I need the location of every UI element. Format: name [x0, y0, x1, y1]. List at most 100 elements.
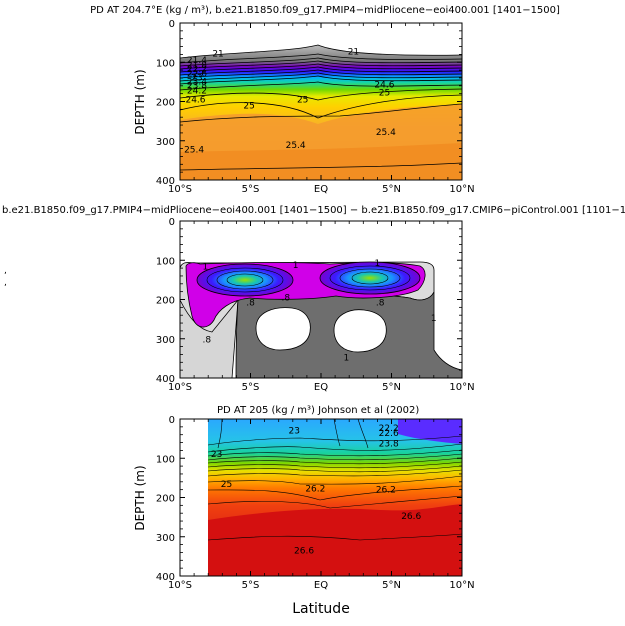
panel-2-xticks: 10°S 5°S EQ 5°N 10°N: [168, 221, 475, 393]
x-tick-label: 10°S: [168, 184, 192, 195]
x-tick-label: 5°N: [382, 382, 401, 393]
panel-2-lightgray-region: [179, 298, 239, 379]
contour-label: 25: [297, 96, 308, 106]
x-tick-label: 10°S: [168, 580, 192, 591]
left-edge-mark: ,: [4, 266, 7, 276]
contour-label: 25.4: [376, 128, 396, 138]
contour-label: 22.2: [379, 424, 399, 434]
contour-label: 1: [344, 353, 350, 363]
panel-1-contour-labels: 21 2121.421.822.222.62323.423.824.224.625…: [184, 47, 396, 156]
panel-2-eddy-ellipse-right: [333, 309, 387, 353]
y-tick-label: 0: [169, 19, 175, 30]
y-tick-label: 0: [169, 415, 175, 426]
y-tick-label: 400: [156, 176, 175, 187]
contour-label: 26.6: [401, 512, 421, 522]
panel-2-core-left: [196, 263, 294, 297]
contour-label: 24.6: [185, 96, 205, 106]
y-tick-label: 200: [156, 494, 175, 505]
panel-1-xticks: 10°S 5°S EQ 5°N 10°N: [168, 23, 475, 195]
contour-label: 23: [191, 74, 202, 84]
panel-2: b.e21.B1850.f09_g17.PMIP4−midPliocene−eo…: [2, 205, 625, 393]
x-tick-label: 10°S: [168, 382, 192, 393]
contour-label: 25: [243, 102, 254, 112]
panel-1-yticks: 0 100 200 300 400: [156, 19, 462, 187]
panel-3-title: PD AT 205 (kg / m³) Johnson et al (2002): [217, 405, 419, 416]
contour-label: 26.6: [294, 547, 314, 557]
panel-1: PD AT 204.7°E (kg / m³), b.e21.B1850.f09…: [90, 5, 560, 195]
x-tick-label: 5°S: [242, 184, 260, 195]
panel-2-fill: [179, 221, 463, 379]
panel-3-yticks: 0 100 200 300 400: [156, 415, 462, 583]
contour-label: 25.4: [286, 141, 306, 151]
contour-label: 23: [211, 450, 222, 460]
x-tick-label: 5°N: [382, 580, 401, 591]
panel-2-contours: [206, 265, 411, 293]
panel-1-ylabel: DEPTH (m): [133, 69, 147, 134]
y-tick-label: 300: [156, 335, 175, 346]
panel-2-core-right: [319, 261, 421, 295]
x-tick-label: 10°N: [449, 382, 474, 393]
contour-label: .8: [281, 294, 290, 304]
contour-label: 23.4: [187, 78, 207, 88]
panel-3-isopycnals: [207, 418, 463, 541]
x-tick-label: 10°N: [449, 184, 474, 195]
y-tick-label: 300: [156, 137, 175, 148]
y-tick-label: 400: [156, 572, 175, 583]
contour-label: 21: [212, 49, 223, 59]
panel-2-yticks: 0 100 200 300 400: [156, 217, 462, 385]
panel-2-title: b.e21.B1850.f09_g17.PMIP4−midPliocene−eo…: [2, 205, 625, 216]
panel-3-deep-red: [208, 504, 462, 576]
y-tick-label: 100: [156, 454, 175, 465]
y-tick-label: 300: [156, 533, 175, 544]
panel-1-deepest-layer: [180, 143, 462, 180]
contour-label: 24.2: [187, 86, 207, 96]
contour-label: 23: [288, 427, 299, 437]
panel-3-fill: [180, 418, 463, 576]
y-tick-label: 100: [156, 58, 175, 69]
contour-label: .8: [202, 336, 211, 346]
x-tick-label: EQ: [314, 184, 328, 195]
panel-3-xticks: 10°S 5°S EQ 5°N 10°N: [168, 419, 475, 591]
contour-label: 26.2: [376, 485, 396, 495]
panel-1-isopycnals: [179, 44, 463, 171]
x-tick-label: 5°S: [242, 382, 260, 393]
panel-1-fill: [179, 23, 463, 180]
contour-label: 25: [221, 480, 232, 490]
y-tick-label: 200: [156, 296, 175, 307]
contour-label: 23.8: [187, 82, 207, 92]
panel-3: PD AT 205 (kg / m³) Johnson et al (2002): [133, 405, 475, 617]
left-edge-mark-2: ,: [4, 278, 7, 288]
contour-label: .8: [246, 298, 255, 308]
y-tick-label: 400: [156, 374, 175, 385]
x-tick-label: 5°N: [382, 184, 401, 195]
contour-label: 1: [203, 262, 209, 272]
contour-label: 21.4: [187, 56, 207, 66]
contour-label: 25: [379, 89, 390, 99]
contour-label: 26.2: [305, 485, 325, 495]
contour-label: 21.8: [187, 61, 207, 71]
contour-label: 1: [431, 314, 437, 324]
contour-label: 22.2: [187, 65, 207, 75]
x-tick-label: 10°N: [449, 580, 474, 591]
panel-3-ylabel: DEPTH (m): [133, 465, 147, 530]
panel-2-contour-labels: 1 1 1 .8 .8 .8 .8 1 1: [202, 259, 437, 363]
contour-label: 22.6: [379, 429, 399, 439]
contour-label: .8: [376, 298, 385, 308]
y-tick-label: 200: [156, 98, 175, 109]
contour-label: 21: [348, 47, 359, 57]
contour-label: 24.6: [374, 80, 394, 90]
x-axis-label: Latitude: [292, 601, 350, 617]
contour-label: 23.8: [379, 440, 399, 450]
panel-2-eddy-ellipse-left: [255, 307, 311, 351]
contour-label: 22.6: [187, 69, 207, 79]
contour-label: 1: [293, 261, 299, 271]
x-tick-label: EQ: [314, 580, 328, 591]
y-tick-label: 100: [156, 256, 175, 267]
y-tick-label: 0: [169, 217, 175, 228]
x-tick-label: EQ: [314, 382, 328, 393]
x-tick-label: 5°S: [242, 580, 260, 591]
panel-3-contour-labels: 23 23 22.222.623.8 25 26.2 26.2 26.6 26.6: [211, 424, 422, 557]
contour-label: 1: [375, 259, 381, 269]
contour-label: 25.4: [184, 146, 204, 156]
